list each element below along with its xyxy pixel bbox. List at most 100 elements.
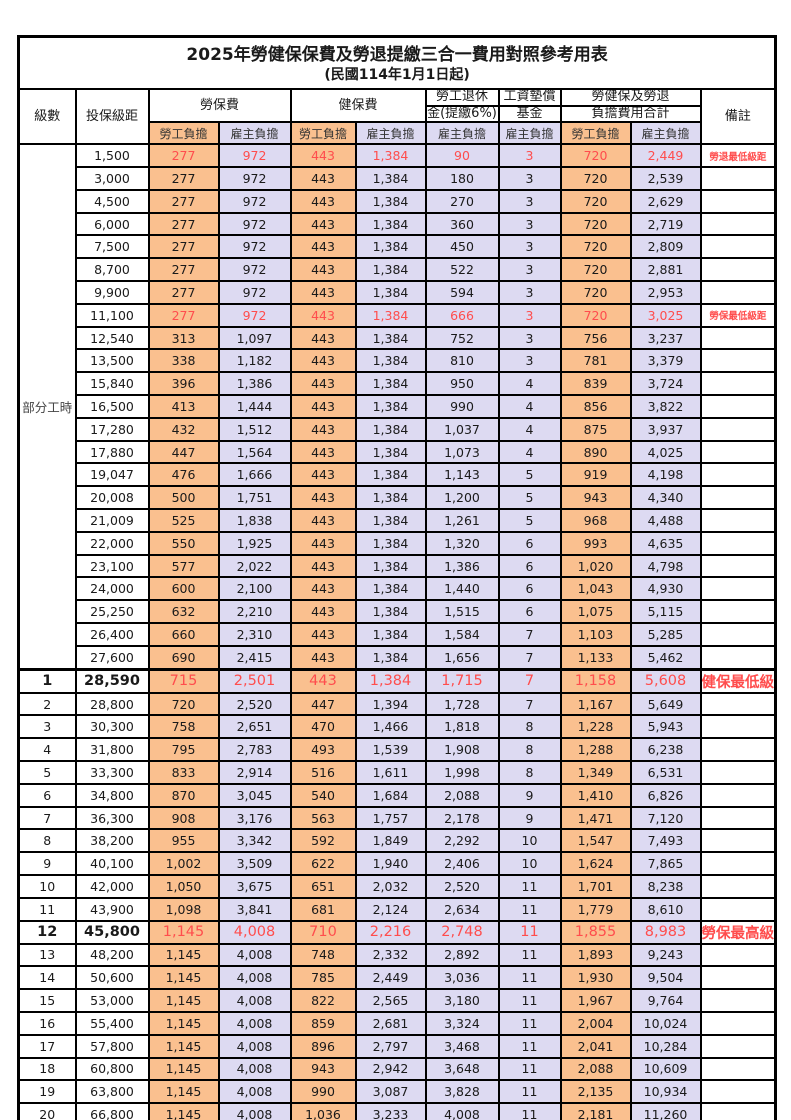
health-worker-cell: 990	[289, 1079, 357, 1105]
table-row: 17,280 432 1,512 443 1,384 1,037 4 875 3,937	[19, 416, 777, 442]
remark-cell	[699, 691, 777, 717]
pension-employer-cell: 2,748	[424, 919, 500, 945]
labor-employer-cell: 4,008	[217, 1102, 292, 1120]
remark-cell	[699, 896, 777, 922]
header-subrow: 勞工負擔 雇主負擔 勞工負擔 雇主負擔 雇主負擔 雇主負擔 勞工負擔 雇主負擔	[19, 121, 776, 146]
subheader-health-worker: 勞工負擔	[289, 121, 357, 146]
health-employer-cell: 1,384	[354, 508, 427, 533]
pension-employer-cell: 752	[424, 325, 500, 351]
wagefund-employer-cell: 11	[497, 874, 562, 899]
table-row: 3 30,300 758 2,651 470 1,466 1,818 8 1,228 5,943	[17, 714, 777, 740]
total-worker-cell: 943	[559, 485, 632, 511]
health-worker-cell: 443	[289, 394, 357, 419]
title-row: 2025年勞健保保費及勞退提繳三合一費用對照參考用表 (民國114年1月1日起)	[17, 35, 777, 90]
col-header-wagefund-line1: 工資墊償	[497, 88, 562, 107]
bracket-cell: 3,000	[74, 166, 150, 191]
total-worker-cell: 720	[559, 280, 632, 305]
bracket-cell: 43,900	[74, 896, 150, 922]
subheader-wagefund-employer: 雇主負擔	[497, 121, 562, 146]
table-row: 11 43,900 1,098 3,841 681 2,124 2,634 11 1,779 8,…	[17, 896, 777, 922]
bracket-cell: 20,008	[74, 485, 150, 511]
total-worker-cell: 720	[559, 188, 632, 214]
remark-cell	[699, 530, 777, 556]
table-row: 12,540 313 1,097 443 1,384 752 3 756 3,237	[19, 325, 777, 351]
health-employer-cell: 1,757	[354, 805, 427, 831]
labor-employer-cell: 972	[217, 211, 292, 237]
health-worker-cell: 622	[289, 851, 357, 876]
labor-worker-cell: 955	[147, 828, 220, 854]
wagefund-employer-cell: 3	[497, 348, 562, 374]
labor-worker-cell: 715	[147, 667, 220, 694]
bracket-cell: 28,590	[74, 667, 150, 694]
remark-cell	[699, 988, 777, 1013]
level-cell: 5	[17, 760, 77, 785]
col-header-health-insurance: 健保費	[289, 87, 427, 124]
labor-employer-cell: 2,100	[217, 576, 292, 602]
labor-worker-cell: 277	[147, 302, 220, 328]
bracket-cell: 6,000	[74, 211, 150, 237]
total-employer-cell: 6,238	[629, 737, 702, 763]
total-employer-cell: 4,798	[629, 553, 702, 579]
remark-cell	[699, 371, 777, 397]
wagefund-employer-cell: 9	[497, 782, 562, 808]
total-worker-cell: 1,288	[559, 737, 632, 763]
remark-cell	[699, 1102, 777, 1120]
health-worker-cell: 443	[289, 667, 357, 694]
remark-cell	[699, 942, 777, 968]
health-worker-cell: 443	[289, 485, 357, 511]
remark-cell	[699, 234, 777, 260]
remark-cell: 勞保最高級距	[699, 919, 777, 945]
table-row: 15 53,000 1,145 4,008 822 2,565 3,180 11 1,967 9,…	[17, 988, 777, 1013]
labor-worker-cell: 277	[147, 234, 220, 260]
health-worker-cell: 443	[289, 211, 357, 237]
labor-employer-cell: 2,415	[217, 644, 292, 671]
level-cell: 7	[17, 805, 77, 831]
bracket-cell: 24,000	[74, 576, 150, 602]
col-header-labor-insurance: 勞保費	[147, 87, 292, 124]
remark-cell	[699, 439, 777, 465]
health-worker-cell: 443	[289, 553, 357, 579]
health-worker-cell: 443	[289, 280, 357, 305]
health-employer-cell: 1,384	[354, 302, 427, 328]
labor-employer-cell: 1,512	[217, 416, 292, 442]
level-cell: 19	[17, 1079, 77, 1105]
remark-cell	[699, 737, 777, 763]
health-worker-cell: 443	[289, 325, 357, 351]
labor-employer-cell: 3,509	[217, 851, 292, 876]
health-employer-cell: 1,466	[354, 714, 427, 740]
table-row: 8,700 277 972 443 1,384 522 3 720 2,881	[19, 257, 777, 283]
table-row: 6 34,800 870 3,045 540 1,684 2,088 9 1,410 6,826	[17, 782, 777, 808]
remark-cell: 健保最低級距	[699, 667, 777, 694]
header-group-row2: 金(提繳6%) 基金 負擔費用合計	[19, 104, 776, 124]
table-row: 10 42,000 1,050 3,675 651 2,032 2,520 11 1,701 8,…	[17, 874, 777, 899]
labor-employer-cell: 972	[217, 302, 292, 328]
pension-employer-cell: 950	[424, 371, 500, 397]
labor-worker-cell: 577	[147, 553, 220, 579]
table-row: 23,100 577 2,022 443 1,384 1,386 6 1,020 4,798	[19, 553, 777, 579]
total-employer-cell: 5,115	[629, 599, 702, 625]
subheader-health-employer: 雇主負擔	[354, 121, 427, 146]
wagefund-employer-cell: 5	[497, 462, 562, 488]
labor-employer-cell: 1,666	[217, 462, 292, 488]
bracket-cell: 60,800	[74, 1056, 150, 1082]
total-employer-cell: 5,649	[629, 691, 702, 717]
table-row: 26,400 660 2,310 443 1,384 1,584 7 1,103 5,285	[19, 622, 777, 647]
pension-employer-cell: 1,386	[424, 553, 500, 579]
wagefund-employer-cell: 7	[497, 644, 562, 671]
health-worker-cell: 443	[289, 257, 357, 283]
bracket-cell: 50,600	[74, 965, 150, 991]
health-employer-cell: 1,384	[354, 644, 427, 671]
pension-employer-cell: 3,828	[424, 1079, 500, 1105]
labor-employer-cell: 1,925	[217, 530, 292, 556]
labor-employer-cell: 4,008	[217, 1033, 292, 1059]
table-row: 12 45,800 1,145 4,008 710 2,216 2,748 11 1,855 8,…	[17, 919, 777, 945]
table-row: 16,500 413 1,444 443 1,384 990 4 856 3,822	[19, 394, 777, 419]
table-row: 13 48,200 1,145 4,008 748 2,332 2,892 11 1,893 9,…	[17, 942, 777, 968]
labor-worker-cell: 1,098	[147, 896, 220, 922]
total-worker-cell: 1,624	[559, 851, 632, 876]
pension-employer-cell: 3,324	[424, 1010, 500, 1036]
wagefund-employer-cell: 5	[497, 485, 562, 511]
table-row: 6,000 277 972 443 1,384 360 3 720 2,719	[19, 211, 777, 237]
health-employer-cell: 2,942	[354, 1056, 427, 1082]
health-worker-cell: 592	[289, 828, 357, 854]
